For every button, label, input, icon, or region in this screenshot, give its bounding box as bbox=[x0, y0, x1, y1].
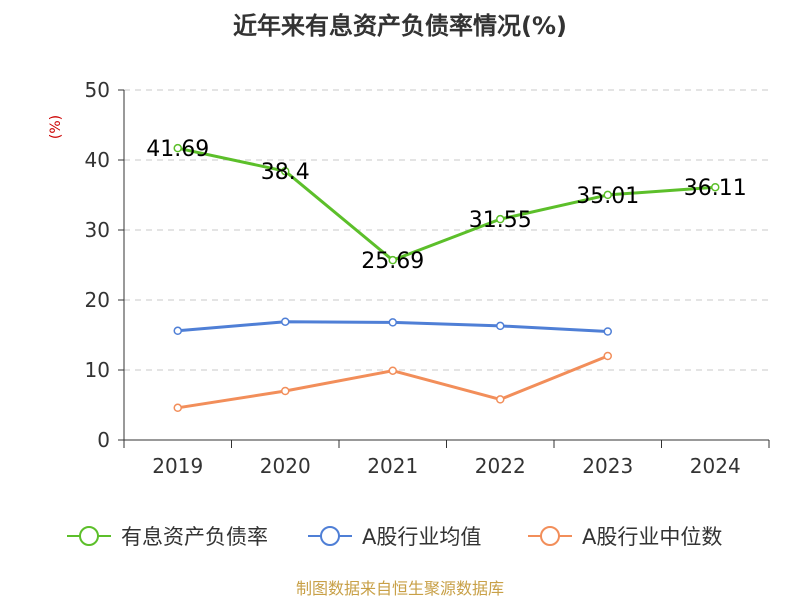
data-point bbox=[603, 190, 612, 200]
data-point bbox=[173, 403, 182, 413]
y-tick-label: 0 bbox=[97, 428, 110, 452]
data-point bbox=[603, 327, 612, 336]
legend-marker bbox=[79, 526, 99, 546]
legend-marker bbox=[540, 526, 560, 546]
y-tick-label: 30 bbox=[85, 218, 110, 242]
grid bbox=[124, 89, 769, 371]
data-label: 38.4 bbox=[261, 160, 310, 185]
y-tick-label: 40 bbox=[85, 148, 110, 172]
x-tick-label: 2021 bbox=[367, 454, 418, 478]
legend-label: A股行业中位数 bbox=[582, 525, 722, 549]
source-note: 制图数据来自恒生聚源数据库 bbox=[296, 579, 504, 598]
x-tick-label: 2022 bbox=[475, 454, 526, 478]
data-label: 25.69 bbox=[361, 249, 424, 274]
series-line bbox=[177, 146, 716, 262]
series-line bbox=[177, 354, 609, 410]
data-point bbox=[173, 326, 182, 336]
x-tick-label: 2023 bbox=[582, 454, 633, 478]
data-point bbox=[711, 182, 720, 192]
y-tick-label: 20 bbox=[85, 288, 110, 312]
axes: 0 10 20 30 40 50 2019 2020 2021 2022 2023 2024 bbox=[85, 78, 770, 478]
data-point bbox=[603, 351, 612, 361]
x-tick-label: 2019 bbox=[152, 454, 203, 478]
y-tick-label: 10 bbox=[85, 358, 110, 382]
data-label: 36.11 bbox=[684, 176, 747, 201]
chart-title: 近年来有息资产负债率情况(%) bbox=[233, 12, 567, 40]
data-label: 31.55 bbox=[469, 208, 532, 233]
data-label: 35.01 bbox=[576, 184, 639, 209]
y-tick-label: 50 bbox=[85, 78, 110, 102]
y-axis-unit: (%) bbox=[48, 115, 64, 139]
legend-label: A股行业均值 bbox=[362, 525, 481, 549]
data-label: 41.69 bbox=[146, 137, 209, 162]
data-point bbox=[388, 318, 397, 327]
data-point bbox=[388, 255, 397, 265]
data-point bbox=[281, 166, 290, 176]
data-point bbox=[173, 143, 182, 153]
series-layer bbox=[173, 143, 720, 413]
data-point bbox=[281, 317, 290, 326]
x-tick-label: 2024 bbox=[690, 454, 741, 478]
legend: 有息资产负债率 A股行业均值 A股行业中位数 bbox=[67, 525, 722, 549]
x-tick-label: 2020 bbox=[260, 454, 311, 478]
legend-label: 有息资产负债率 bbox=[121, 525, 268, 549]
data-point bbox=[496, 321, 505, 331]
data-point bbox=[281, 386, 290, 396]
data-point bbox=[496, 395, 505, 404]
legend-marker bbox=[320, 526, 340, 546]
data-labels: 41.69 38.4 25.69 31.55 35.01 36.11 bbox=[146, 137, 746, 274]
data-point bbox=[388, 366, 397, 375]
data-point bbox=[496, 214, 505, 224]
